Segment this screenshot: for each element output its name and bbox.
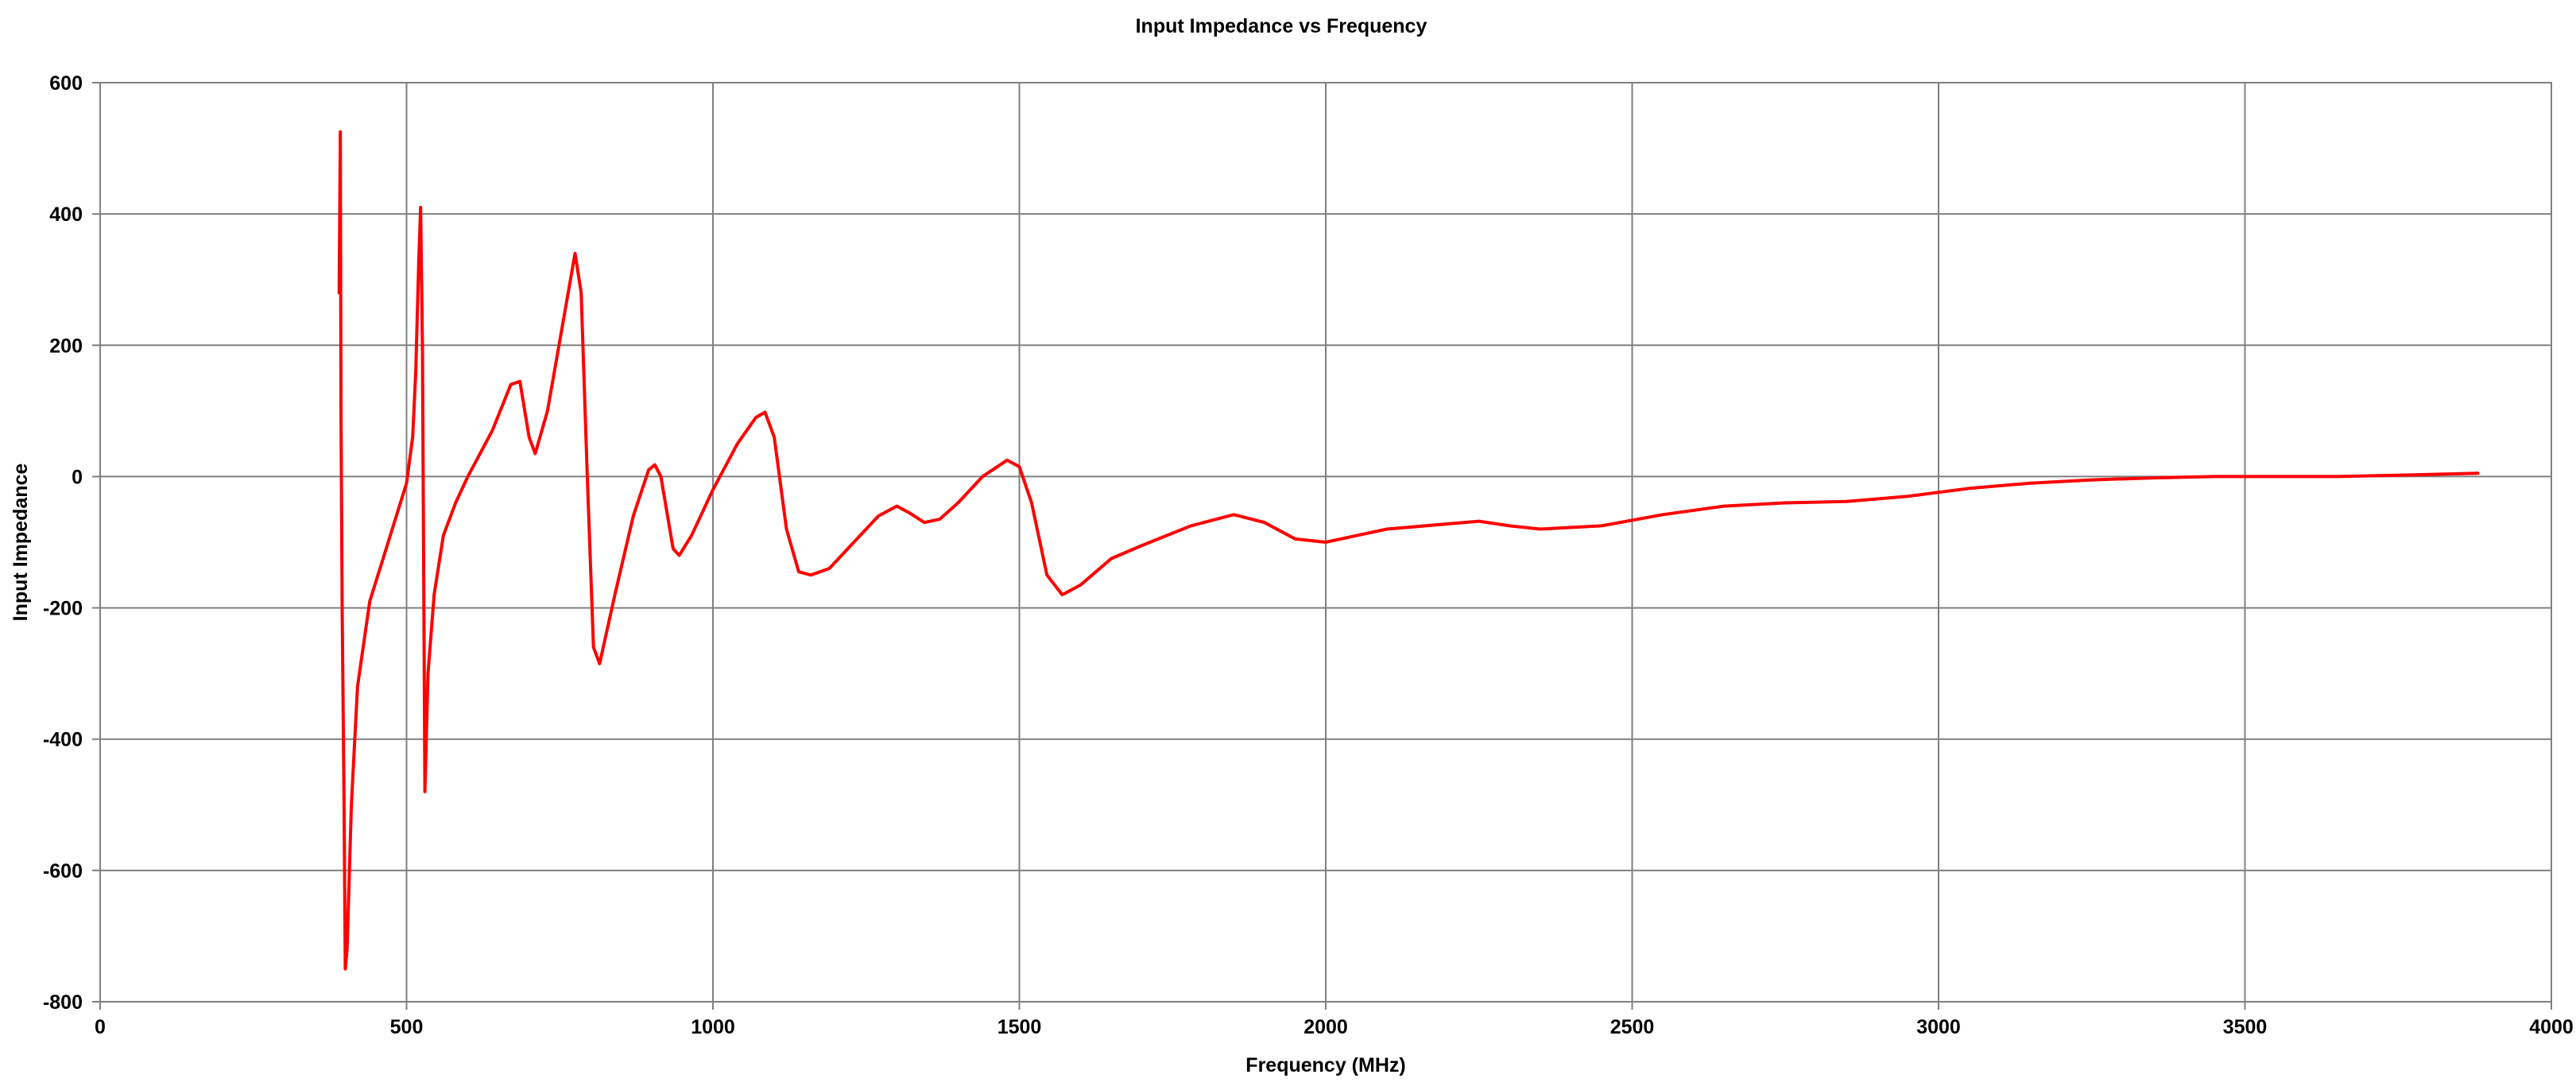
x-tick-label: 2000 [1303,1016,1348,1038]
x-axis-ticks: 0 500 1000 1500 2000 2500 3000 3500 4000 [95,1002,2574,1038]
y-axis-label: Input Impedance [10,463,32,622]
y-tick-label: -400 [43,729,83,751]
y-axis-ticks: -800 -600 -400 -200 0 200 400 600 [43,72,100,1014]
y-tick-label: 600 [49,72,83,95]
x-tick-label: 2500 [1610,1016,1655,1038]
series-layer [337,130,2480,971]
series-line [337,130,2480,971]
y-tick-label: 200 [49,335,83,357]
y-tick-label: -200 [43,598,83,620]
x-tick-label: 3000 [1916,1016,1961,1038]
x-tick-label: 1500 [997,1016,1042,1038]
y-tick-label: -800 [43,991,83,1014]
x-tick-label: 0 [95,1016,106,1038]
x-axis-label: Frequency (MHz) [1245,1054,1405,1076]
chart-title: Input Impedance vs Frequency [1136,15,1427,37]
y-tick-label: -600 [43,860,83,882]
x-tick-label: 3500 [2223,1016,2268,1038]
y-tick-label: 0 [72,466,83,488]
x-tick-label: 1000 [691,1016,735,1038]
x-tick-label: 500 [390,1016,424,1038]
y-tick-label: 400 [49,204,83,226]
x-tick-label: 4000 [2529,1016,2574,1038]
